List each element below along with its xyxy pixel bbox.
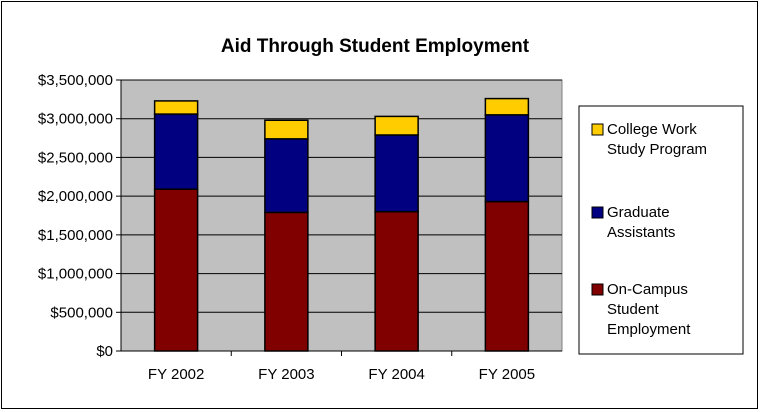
legend-label: On-Campus Student Employment <box>607 281 691 338</box>
bar-segment-graduate-assistants <box>264 138 309 214</box>
legend-swatch <box>591 206 604 219</box>
x-tick-label: FY 2002 <box>148 366 204 383</box>
bar-segment-on-campus <box>153 188 199 352</box>
x-tick-label: FY 2005 <box>479 366 535 383</box>
y-tick-label: $2,000,000 <box>38 188 113 205</box>
bar-segment-work-study <box>264 119 309 140</box>
chart-title: Aid Through Student Employment <box>221 36 530 57</box>
y-tick-label: $2,500,000 <box>38 149 113 166</box>
y-tick-label: $3,500,000 <box>38 72 113 89</box>
legend: College Work Study Program Graduate Assista… <box>578 105 744 355</box>
y-tick-label: $500,000 <box>50 304 113 321</box>
legend-box <box>578 105 744 355</box>
legend-label: College Work Study Program <box>607 121 707 158</box>
bar-segment-work-study <box>374 115 419 136</box>
bar-segment-graduate-assistants <box>374 134 419 213</box>
legend-swatch <box>591 123 604 136</box>
bar-segment-on-campus <box>484 200 530 352</box>
bar-segment-graduate-assistants <box>484 114 530 203</box>
bar-segment-work-study <box>153 100 199 115</box>
bar-segment-graduate-assistants <box>153 113 199 190</box>
y-tick-label: $1,000,000 <box>38 266 113 283</box>
bar-segment-work-study <box>484 97 530 116</box>
plot-area: $0 $500,000 $1,000,000 $1,500,000 $2,000,000… <box>38 72 563 383</box>
x-tick-label: FY 2003 <box>258 366 314 383</box>
y-tick-label: $3,000,000 <box>38 111 113 128</box>
y-tick-label: $1,500,000 <box>38 227 113 244</box>
legend-label: Graduate Assistants <box>607 204 675 241</box>
bar-segment-on-campus <box>264 211 309 352</box>
legend-swatch <box>591 283 604 296</box>
y-tick-label: $0 <box>96 343 113 360</box>
x-tick-label: FY 2004 <box>368 366 424 383</box>
bar-segment-on-campus <box>374 210 419 352</box>
